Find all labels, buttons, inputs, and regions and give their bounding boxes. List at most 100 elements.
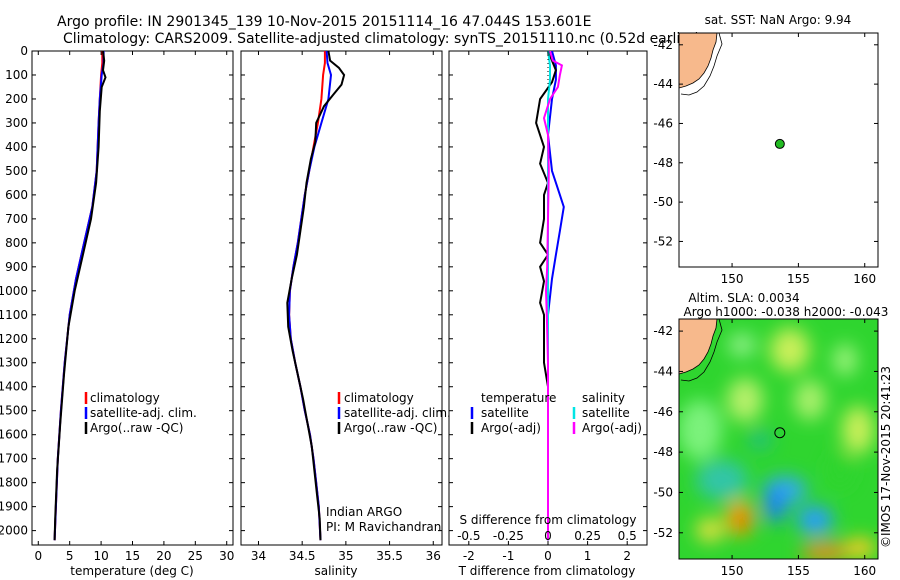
- temperature-x-axis: 0 5 10 15 20 25 30: [32, 50, 234, 563]
- depth-tick-label: 1700: [0, 452, 28, 466]
- figure-title-line2: Climatology: CARS2009. Satellite-adjuste…: [63, 31, 700, 47]
- sla-blob: [828, 452, 852, 488]
- sla-blob: [727, 378, 763, 422]
- sst-map-background: [679, 33, 878, 267]
- sla-blob: [833, 344, 857, 376]
- institution-annotation: Indian ARGO: [326, 505, 402, 519]
- depth-tick-label: 300: [5, 116, 28, 130]
- salinity-x-tick-label: 35.5: [376, 549, 403, 563]
- legend-satellite-label: satellite-adj. clim.: [344, 406, 451, 420]
- sla-blob: [842, 406, 874, 454]
- salinity-legend: climatology satellite-adj. clim. Argo(..…: [337, 391, 451, 435]
- pi-annotation: PI: M Ravichandran: [326, 520, 441, 534]
- difference-x-tick-label: 2: [623, 549, 631, 563]
- salinity-axis-label: salinity: [314, 564, 357, 578]
- depth-axis: 0 100 200 300 400 500 600 700 800 900 1000 1100 1200…: [0, 44, 28, 538]
- depth-tick-label: 0: [20, 44, 28, 58]
- temperature-x-tick-label: 15: [125, 549, 140, 563]
- sla-blob: [797, 506, 833, 534]
- sla-map-frame: [678, 318, 879, 560]
- sla-map-title-line1: Altim. SLA: 0.0034: [688, 291, 799, 305]
- temperature-legend: climatology satellite-adj. clim. Argo(..…: [84, 391, 197, 435]
- legend-temperature-title: temperature: [481, 391, 556, 405]
- depth-tick-label: 1800: [0, 476, 28, 490]
- legend-satellite-label: satellite-adj. clim.: [90, 406, 197, 420]
- depth-tick-label: 1900: [0, 500, 28, 514]
- argo-float-position-marker: [774, 138, 785, 149]
- difference-top-tick-label: -0.5: [457, 529, 480, 543]
- temperature-series-argo-raw-qc: [53, 51, 107, 541]
- sla-map-x-tick-label: 160: [853, 564, 876, 578]
- temperature-series: [53, 51, 107, 541]
- sla-blob: [696, 460, 748, 500]
- temperature-plot-frame: [31, 50, 234, 546]
- difference-axis-label: T difference from climatology: [458, 564, 636, 578]
- tasmania-landmass: [679, 33, 718, 89]
- imos-watermark: ©IMOS 17-Nov-2015 20:41:23: [879, 366, 893, 548]
- difference-legend: temperature satellite Argo(-adj) salinit…: [470, 391, 642, 435]
- sla-map-title-line2: Argo h1000: -0.038 h2000: -0.043: [684, 305, 889, 319]
- salinity-plot-frame: [240, 50, 443, 546]
- sst-map-y-tick-label: -52: [653, 234, 673, 248]
- temperature-x-tick-label: 0: [34, 549, 42, 563]
- legend-argo-label: Argo(..raw -QC): [90, 421, 183, 435]
- sla-map-y-tick-label: -50: [653, 485, 673, 499]
- difference-x-tick-label: 0: [544, 549, 552, 563]
- difference-series: [535, 51, 565, 541]
- depth-tick-label: 1300: [0, 356, 28, 370]
- depth-tick-label: 900: [5, 260, 28, 274]
- temperature-series-climatology: [53, 51, 104, 541]
- depth-tick-label: 1100: [0, 308, 28, 322]
- difference-x-tick-label: 1: [584, 549, 592, 563]
- difference-x-tick-label: -1: [502, 549, 514, 563]
- sla-blob: [748, 430, 772, 450]
- difference-top-tick-label: 0.25: [574, 529, 601, 543]
- temperature-x-tick-label: 25: [188, 549, 203, 563]
- difference-top-tick-label: 0.5: [618, 529, 637, 543]
- depth-tick-label: 600: [5, 188, 28, 202]
- sst-map-x-tick-label: 155: [787, 272, 810, 286]
- depth-tick-label: 800: [5, 236, 28, 250]
- sst-map-y-tick-label: -42: [653, 38, 673, 52]
- argo-float-position-marker: [774, 427, 786, 439]
- temperature-x-tick-label: 10: [93, 549, 108, 563]
- salinity-series-argo-raw-qc: [286, 51, 346, 541]
- temperature-axis-label: temperature (deg C): [70, 564, 193, 578]
- sla-map-y-tick-label: -46: [653, 405, 673, 419]
- sst-map-y-tick-label: -46: [653, 116, 673, 130]
- depth-tick-label: 1600: [0, 428, 28, 442]
- depth-tick-label: 400: [5, 140, 28, 154]
- legend-t-argo-label: Argo(-adj): [481, 421, 541, 435]
- sla-blob: [728, 333, 756, 357]
- legend-climatology-label: climatology: [90, 391, 160, 405]
- sla-map-x-tick-label: 155: [787, 564, 810, 578]
- depth-tick-label: 100: [5, 68, 28, 82]
- legend-salinity-title: salinity: [582, 391, 625, 405]
- sla-map-y-tick-label: -42: [653, 324, 673, 338]
- sla-heatmap-field: [679, 328, 876, 559]
- sst-map-frame: [678, 32, 879, 268]
- legend-argo-label: Argo(..raw -QC): [344, 421, 437, 435]
- salinity-series: [286, 51, 346, 541]
- sst-map-x-tick-label: 160: [853, 272, 876, 286]
- sla-blob: [770, 328, 810, 372]
- difference-top-tick-label: -0.25: [493, 529, 524, 543]
- difference-series-t-satellite: [546, 51, 565, 541]
- salinity-x-axis: 34 34.5 35 35.5 36: [241, 50, 442, 563]
- sla-heatmap: [679, 319, 878, 559]
- sla-map-axes: 150 155 160 -42 -44 -46 -48 -50 -52: [653, 319, 878, 578]
- coastline-contour: [680, 319, 723, 382]
- salinity-series-climatology: [288, 51, 326, 541]
- sla-map-x-tick-label: 150: [721, 564, 744, 578]
- salinity-x-tick-label: 36: [426, 549, 441, 563]
- salinity-x-tick-label: 34.5: [289, 549, 316, 563]
- sla-blob: [679, 400, 722, 460]
- difference-x-tick-label: -2: [463, 549, 475, 563]
- legend-climatology-label: climatology: [344, 391, 414, 405]
- sla-blob: [844, 538, 876, 558]
- temperature-x-tick-label: 5: [66, 549, 74, 563]
- sla-map-y-tick-label: -48: [653, 445, 673, 459]
- salinity-series-satellite-adj-clim: [288, 51, 333, 541]
- legend-s-satellite-label: satellite: [582, 406, 630, 420]
- sla-blob: [801, 542, 849, 559]
